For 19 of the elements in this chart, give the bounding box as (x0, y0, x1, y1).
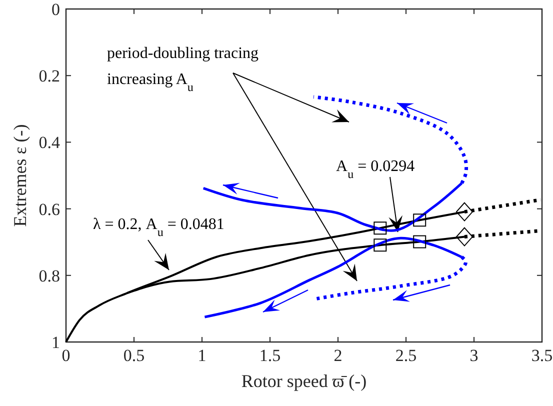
annotation: increasing A$_{u}$ (107, 71, 194, 94)
y-tick-label: 1 (52, 333, 60, 352)
x-axis-title: Rotor speed ϖ̄ (-) (241, 371, 367, 391)
y-tick-label: 0.6 (38, 200, 60, 219)
x-tick-label: 1.5 (259, 346, 281, 365)
x-tick-label: 2 (334, 346, 342, 365)
annotation: A$_{u}$ = 0.0294 (336, 158, 415, 181)
x-tick-label: 3.5 (531, 346, 553, 365)
x-tick-label: 0.5 (123, 346, 145, 365)
y-tick-label: 0.4 (38, 133, 60, 152)
x-tick-label: 2.5 (395, 346, 417, 365)
y-tick-label: 0.8 (38, 266, 60, 286)
annotation: period-doubling tracing (107, 45, 259, 62)
annotation: λ = 0.2, A$_{u}$ = 0.0481 (93, 216, 224, 239)
y-tick-label: 0.2 (38, 66, 60, 86)
y-axis-title: Extremes ε (-) (10, 124, 30, 227)
x-tick-label: 1 (198, 346, 206, 365)
y-tick-label: 0 (52, 0, 60, 19)
x-tick-label: 3 (470, 346, 478, 365)
